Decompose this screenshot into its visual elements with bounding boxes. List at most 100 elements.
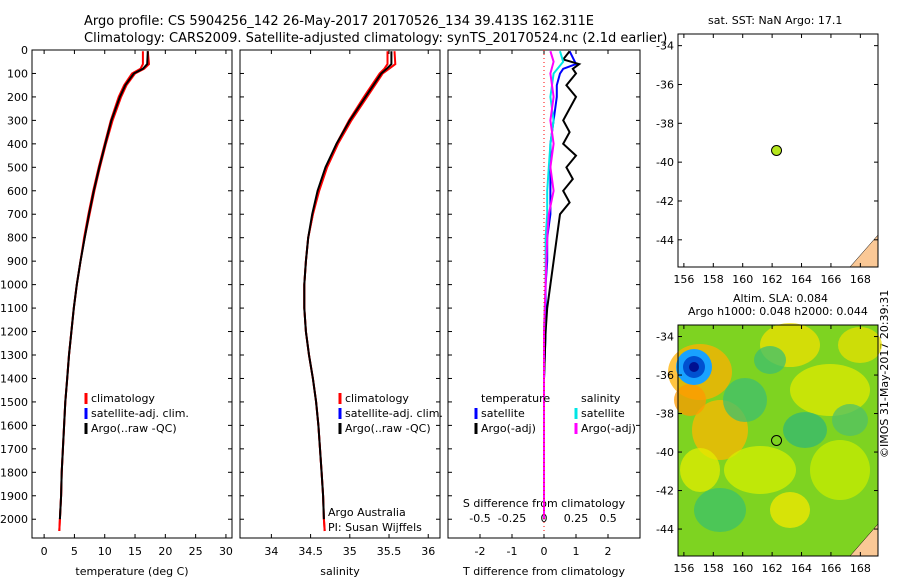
diff-series-s-argo [543, 50, 555, 520]
depth-tick-label: 100 [7, 67, 28, 80]
depth-tick-label: 700 [7, 208, 28, 221]
map-y-tick-label: -40 [656, 446, 674, 459]
depth-tick-label: 1200 [0, 326, 28, 339]
depth-tick-label: 1300 [0, 349, 28, 362]
profile-panel-frame-1 [31, 49, 233, 539]
x-tick-label: -1 [507, 545, 518, 558]
x-tick-label: 35 [343, 545, 357, 558]
heat-blob [838, 327, 882, 363]
map-x-tick-label: 162 [762, 562, 783, 575]
x-tick-label: 25 [189, 545, 203, 558]
eddy-core [689, 362, 699, 372]
map-y-tick-label: -44 [656, 523, 674, 536]
annotation-line: Argo Australia [328, 506, 406, 519]
x-tick-label: 35.5 [377, 545, 402, 558]
diff-series-t-argo [543, 50, 582, 520]
map-y-tick-label: -40 [656, 156, 674, 169]
map-x-tick-label: 160 [732, 273, 753, 286]
top-tick-label: 0.25 [564, 512, 589, 525]
x-tick-label: 1 [573, 545, 580, 558]
legend-entry: salinity [581, 392, 621, 405]
x-axis-label: salinity [320, 565, 360, 578]
legend-entry: climatology [345, 392, 409, 405]
map-y-tick-label: -42 [656, 195, 674, 208]
x-tick-label: 5 [71, 545, 78, 558]
heat-blob [694, 488, 746, 532]
map-y-tick-label: -34 [656, 40, 674, 53]
depth-tick-label: 300 [7, 114, 28, 127]
legend-entry: climatology [91, 392, 155, 405]
top-tick-label: -0.5 [469, 512, 490, 525]
series-line-climatology-p2 [303, 51, 389, 532]
top-tick-label: 0.5 [599, 512, 617, 525]
legend-entry: Argo(..raw -QC) [345, 422, 431, 435]
x-tick-label: 2 [605, 545, 612, 558]
map-y-tick-label: -38 [656, 117, 674, 130]
figure-title-line2: Climatology: CARS2009. Satellite-adjuste… [84, 31, 668, 46]
legend-entry: Argo(..raw -QC) [91, 422, 177, 435]
map-y-tick-label: -36 [656, 369, 674, 382]
map-x-tick-label: 164 [791, 562, 812, 575]
depth-tick-label: 900 [7, 255, 28, 268]
argo-float-marker [771, 145, 783, 156]
heat-blob [770, 492, 810, 528]
legend-entry: satellite-adj. clim. [345, 407, 443, 420]
map-x-tick-label: 156 [673, 562, 694, 575]
map-y-tick-label: -44 [656, 234, 674, 247]
x-tick-label: 20 [158, 545, 172, 558]
series-line-satellite-adj-clim--p1 [58, 51, 151, 532]
map-x-tick-label: 158 [703, 562, 724, 575]
map-x-tick-label: 158 [703, 273, 724, 286]
legend-entry: satellite [481, 407, 525, 420]
heat-blob [674, 384, 706, 416]
annotation-line: PI: Susan Wijffels [328, 521, 422, 534]
x-tick-label: 0 [541, 545, 548, 558]
heat-blob [754, 346, 786, 374]
map-y-tick-label: -38 [656, 408, 674, 421]
heat-blob [724, 446, 796, 494]
x-tick-label: 34 [264, 545, 278, 558]
depth-tick-label: 500 [7, 161, 28, 174]
diff-series-s-satellite [543, 50, 565, 520]
series-line-satellite-adj-clim--p2 [303, 51, 397, 532]
heat-blob [680, 448, 720, 492]
x-axis-label: temperature (deg C) [75, 565, 188, 578]
map-x-tick-label: 164 [791, 273, 812, 286]
depth-tick-label: 600 [7, 185, 28, 198]
profile-panel-frame-2 [239, 49, 441, 539]
depth-tick-label: 0 [21, 44, 28, 57]
depth-tick-label: 200 [7, 91, 28, 104]
depth-tick-label: 1500 [0, 396, 28, 409]
heat-blob [832, 404, 868, 436]
map-x-tick-label: 166 [820, 273, 841, 286]
sla-map-frame [677, 324, 879, 557]
map-y-tick-label: -34 [656, 331, 674, 344]
depth-tick-label: 1800 [0, 466, 28, 479]
map-x-tick-label: 168 [850, 562, 871, 575]
x-tick-label: -2 [475, 545, 486, 558]
sst-map-frame [677, 33, 879, 268]
heat-blob [783, 412, 827, 448]
depth-tick-label: 1400 [0, 372, 28, 385]
x-tick-label: 34.5 [298, 545, 323, 558]
x-tick-label: 10 [98, 545, 112, 558]
x-tick-label: 15 [128, 545, 142, 558]
map-x-tick-label: 156 [673, 273, 694, 286]
heat-blob [723, 378, 767, 422]
x-tick-label: 36 [421, 545, 435, 558]
x-tick-label: 0 [41, 545, 48, 558]
heat-blob [810, 440, 870, 500]
series-line-argo-raw-qc--p2 [303, 51, 393, 520]
sla-heatmap [668, 323, 882, 556]
depth-tick-label: 1000 [0, 279, 28, 292]
top-tick-label: -0.25 [498, 512, 526, 525]
depth-tick-label: 1100 [0, 302, 28, 315]
map-y-tick-label: -42 [656, 485, 674, 498]
depth-tick-label: 400 [7, 138, 28, 151]
map-y-tick-label: -36 [656, 78, 674, 91]
depth-tick-label: 1900 [0, 490, 28, 503]
x-tick-label: 30 [219, 545, 233, 558]
map-x-tick-label: 166 [820, 562, 841, 575]
depth-tick-label: 800 [7, 232, 28, 245]
